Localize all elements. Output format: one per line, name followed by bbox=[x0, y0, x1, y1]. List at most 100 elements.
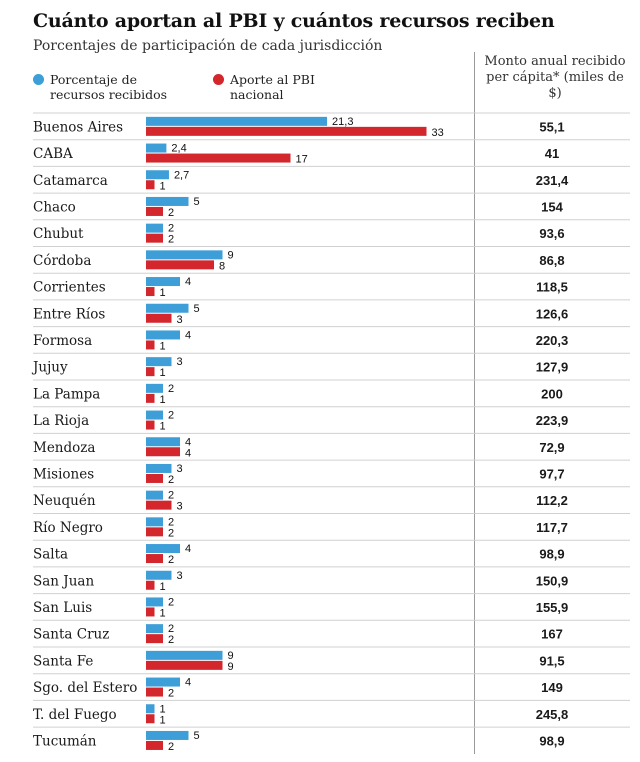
category-label: Córdoba bbox=[33, 253, 91, 269]
bar-aporte bbox=[146, 180, 155, 190]
monto-value: 112,2 bbox=[536, 493, 568, 508]
monto-value: 220,3 bbox=[536, 333, 569, 348]
data-label-aporte: 2 bbox=[168, 527, 174, 539]
data-label-recibidos: 9 bbox=[228, 650, 234, 662]
bar-recibidos bbox=[146, 704, 155, 714]
bar-recibidos bbox=[146, 517, 163, 527]
bar-aporte bbox=[146, 607, 155, 617]
category-label: Santa Fe bbox=[33, 653, 93, 669]
data-label-recibidos: 2 bbox=[168, 516, 174, 528]
category-label: Sgo. del Estero bbox=[33, 680, 137, 696]
monto-value: 231,4 bbox=[536, 173, 569, 188]
monto-value: 154 bbox=[541, 199, 563, 214]
category-label: Corrientes bbox=[33, 280, 106, 296]
category-label: San Juan bbox=[33, 573, 94, 589]
bar-recibidos bbox=[146, 650, 223, 660]
monto-value: 155,9 bbox=[536, 600, 569, 615]
monto-value: 97,7 bbox=[539, 466, 564, 481]
bar-recibidos bbox=[146, 250, 223, 260]
legend-swatch-recibidos bbox=[33, 74, 44, 85]
bar-recibidos bbox=[146, 597, 163, 607]
bar-recibidos bbox=[146, 357, 172, 367]
bar-recibidos bbox=[146, 677, 180, 687]
data-label-aporte: 1 bbox=[160, 340, 166, 352]
data-label-aporte: 1 bbox=[160, 394, 166, 406]
monto-value: 93,6 bbox=[539, 226, 564, 241]
data-label-recibidos: 21,3 bbox=[332, 116, 353, 128]
bar-aporte bbox=[146, 554, 163, 564]
data-label-recibidos: 3 bbox=[177, 463, 183, 475]
data-label-aporte: 3 bbox=[177, 314, 183, 326]
legend-item-aporte: Aporte al PBI nacional bbox=[213, 72, 330, 102]
category-label: La Pampa bbox=[33, 386, 100, 402]
category-label: Salta bbox=[33, 547, 68, 563]
data-label-aporte: 3 bbox=[177, 501, 183, 513]
category-label: Catamarca bbox=[33, 173, 108, 189]
bar-recibidos bbox=[146, 143, 167, 153]
bar-recibidos bbox=[146, 170, 169, 180]
column-divider bbox=[474, 52, 475, 754]
data-label-recibidos: 5 bbox=[194, 196, 200, 208]
bar-aporte bbox=[146, 313, 172, 323]
bar-recibidos bbox=[146, 463, 172, 473]
monto-value: 41 bbox=[545, 146, 559, 161]
monto-value: 167 bbox=[541, 627, 563, 642]
data-label-recibidos: 4 bbox=[185, 677, 191, 689]
category-label: Río Negro bbox=[33, 520, 103, 536]
bar-aporte bbox=[146, 500, 172, 510]
monto-value: 72,9 bbox=[539, 440, 564, 455]
data-label-aporte: 1 bbox=[160, 581, 166, 593]
data-label-aporte: 1 bbox=[160, 421, 166, 433]
category-label: Chaco bbox=[33, 199, 76, 215]
data-label-recibidos: 3 bbox=[177, 356, 183, 368]
data-label-recibidos: 2 bbox=[168, 596, 174, 608]
data-label-aporte: 2 bbox=[168, 207, 174, 219]
legend-label-aporte: Aporte al PBI nacional bbox=[230, 72, 315, 102]
data-label-recibidos: 4 bbox=[185, 543, 191, 555]
data-label-recibidos: 2 bbox=[168, 490, 174, 502]
data-label-aporte: 4 bbox=[185, 447, 191, 459]
monto-value: 86,8 bbox=[539, 253, 564, 268]
data-label-recibidos: 2,4 bbox=[171, 143, 186, 155]
bar-aporte bbox=[146, 473, 163, 483]
category-label: San Luis bbox=[33, 600, 92, 616]
data-label-aporte: 1 bbox=[160, 607, 166, 619]
data-label-aporte: 1 bbox=[160, 714, 166, 726]
category-label: Entre Ríos bbox=[33, 306, 105, 322]
data-label-aporte: 8 bbox=[219, 260, 225, 272]
data-label-aporte: 1 bbox=[160, 180, 166, 192]
data-label-aporte: 2 bbox=[168, 234, 174, 246]
data-label-aporte: 2 bbox=[168, 554, 174, 566]
data-label-recibidos: 2 bbox=[168, 223, 174, 235]
data-label-recibidos: 2 bbox=[168, 383, 174, 395]
bar-aporte bbox=[146, 206, 163, 216]
data-label-aporte: 2 bbox=[168, 688, 174, 700]
bar-aporte bbox=[146, 740, 163, 750]
monto-value: 200 bbox=[541, 386, 563, 401]
monto-value: 127,9 bbox=[536, 360, 569, 375]
category-label: Misiones bbox=[33, 466, 94, 482]
bar-aporte bbox=[146, 687, 163, 697]
bar-recibidos bbox=[146, 116, 328, 126]
monto-value: 118,5 bbox=[536, 280, 568, 295]
bar-aporte bbox=[146, 660, 223, 670]
bar-aporte bbox=[146, 393, 155, 403]
category-label: La Rioja bbox=[33, 413, 89, 429]
bar-recibidos bbox=[146, 330, 180, 340]
data-label-aporte: 2 bbox=[168, 741, 174, 753]
data-label-recibidos: 2 bbox=[168, 410, 174, 422]
category-label: Chubut bbox=[33, 226, 84, 242]
monto-value: 91,5 bbox=[539, 653, 564, 668]
legend-swatch-aporte bbox=[213, 74, 224, 85]
monto-value: 223,9 bbox=[536, 413, 569, 428]
bar-recibidos bbox=[146, 490, 163, 500]
monto-value: 55,1 bbox=[539, 119, 564, 134]
data-label-aporte: 17 bbox=[296, 154, 308, 166]
bar-aporte bbox=[146, 340, 155, 350]
bar-recibidos bbox=[146, 196, 189, 206]
monto-value: 98,9 bbox=[539, 547, 564, 562]
data-label-recibidos: 4 bbox=[185, 436, 191, 448]
bar-recibidos bbox=[146, 544, 180, 554]
data-label-recibidos: 1 bbox=[160, 703, 166, 715]
